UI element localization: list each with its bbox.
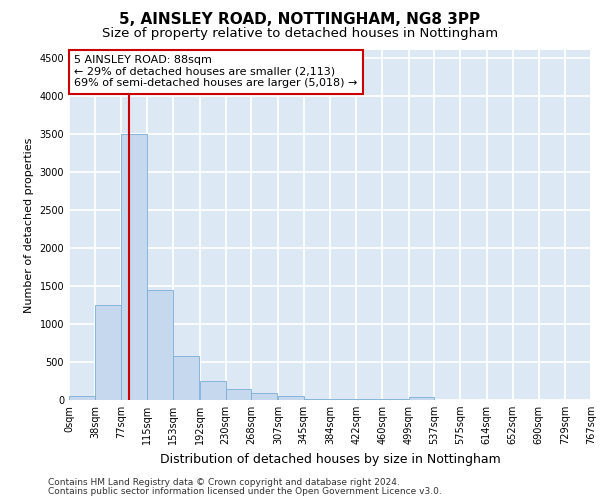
Bar (147, 290, 173, 400)
X-axis label: Distribution of detached houses by size in Nottingham: Distribution of detached houses by size … (160, 452, 500, 466)
Text: Size of property relative to detached houses in Nottingham: Size of property relative to detached ho… (102, 28, 498, 40)
Text: Contains HM Land Registry data © Crown copyright and database right 2024.: Contains HM Land Registry data © Crown c… (48, 478, 400, 487)
Text: 5 AINSLEY ROAD: 88sqm
← 29% of detached houses are smaller (2,113)
69% of semi-d: 5 AINSLEY ROAD: 88sqm ← 29% of detached … (74, 56, 358, 88)
Bar (69, 396, 95, 400)
Text: Contains public sector information licensed under the Open Government Licence v3: Contains public sector information licen… (48, 487, 442, 496)
Bar (356, 399, 382, 400)
Bar (200, 382, 226, 400)
Bar (226, 390, 251, 400)
Bar (409, 396, 434, 400)
Y-axis label: Number of detached properties: Number of detached properties (24, 138, 34, 312)
Bar (278, 396, 304, 400)
Bar (95, 305, 121, 400)
Bar (304, 399, 329, 400)
Bar (331, 399, 356, 400)
Bar (173, 356, 199, 400)
Bar (251, 393, 277, 400)
Bar (382, 399, 408, 400)
Text: 5, AINSLEY ROAD, NOTTINGHAM, NG8 3PP: 5, AINSLEY ROAD, NOTTINGHAM, NG8 3PP (119, 12, 481, 28)
Bar (121, 134, 147, 400)
